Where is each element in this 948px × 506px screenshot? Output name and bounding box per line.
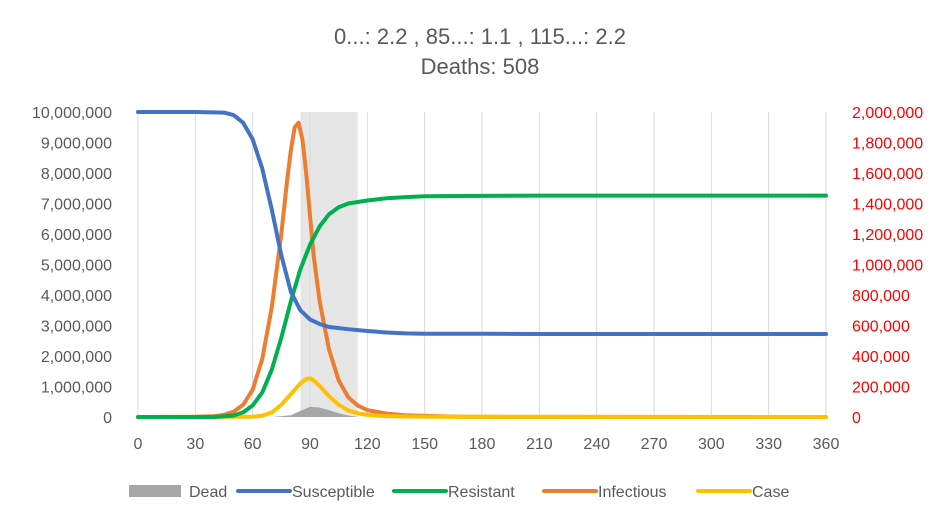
- y-left-tick-label: 6,000,000: [41, 227, 112, 244]
- y-left-tick-label: 9,000,000: [41, 136, 112, 153]
- legend-dead-swatch: [129, 485, 181, 497]
- legend-case-label: Case: [752, 484, 789, 501]
- y-right-tick-label: 1,400,000: [852, 197, 923, 214]
- y-right-tick-label: 1,800,000: [852, 136, 923, 153]
- y-left-tick-label: 10,000,000: [32, 105, 112, 122]
- y-left-tick-label: 0: [103, 410, 112, 427]
- y-left-tick-label: 7,000,000: [41, 197, 112, 214]
- shaded-interval: [300, 112, 357, 417]
- y-right-tick-label: 800,000: [852, 288, 910, 305]
- legend-resistant-label: Resistant: [448, 484, 515, 501]
- legend-infectious-label: Infectious: [598, 484, 666, 501]
- x-tick-label: 60: [244, 436, 262, 453]
- y-left-tick-label: 4,000,000: [41, 288, 112, 305]
- chart-title-line-1: 0...: 2.2 , 85...: 1.1 , 115...: 2.2: [334, 24, 626, 49]
- y-left-tick-label: 8,000,000: [41, 166, 112, 183]
- x-tick-label: 330: [755, 436, 782, 453]
- legend: Dead Susceptible Resistant Infectious Case: [129, 484, 789, 501]
- y-right-tick-label: 1,000,000: [852, 258, 923, 275]
- x-tick-label: 300: [698, 436, 725, 453]
- x-tick-label: 90: [301, 436, 319, 453]
- x-tick-label: 120: [354, 436, 381, 453]
- y-right-tick-label: 600,000: [852, 319, 910, 336]
- x-tick-label: 0: [134, 436, 143, 453]
- y-right-tick-label: 2,000,000: [852, 105, 923, 122]
- y-left-tick-label: 5,000,000: [41, 258, 112, 275]
- y-right-tick-label: 1,600,000: [852, 166, 923, 183]
- legend-dead-label: Dead: [189, 484, 227, 501]
- y-left-tick-label: 2,000,000: [41, 349, 112, 366]
- y-right-tick-label: 400,000: [852, 349, 910, 366]
- x-tick-label: 150: [411, 436, 438, 453]
- x-tick-label: 360: [813, 436, 840, 453]
- y-right-tick-label: 1,200,000: [852, 227, 923, 244]
- x-tick-label: 210: [526, 436, 553, 453]
- x-tick-label: 240: [583, 436, 610, 453]
- chart-title-line-2: Deaths: 508: [421, 54, 540, 79]
- x-tick-label: 180: [469, 436, 496, 453]
- y-right-tick-label: 0: [852, 410, 861, 427]
- legend-susceptible-label: Susceptible: [292, 484, 375, 501]
- y-left-tick-label: 1,000,000: [41, 380, 112, 397]
- y-left-tick-label: 3,000,000: [41, 319, 112, 336]
- x-tick-label: 270: [641, 436, 668, 453]
- plot-area: 0 30 60 90 120 150 180 210 240 270 300 330 360 0 1,000…: [32, 105, 923, 453]
- y-right-tick-label: 200,000: [852, 380, 910, 397]
- x-tick-label: 30: [186, 436, 204, 453]
